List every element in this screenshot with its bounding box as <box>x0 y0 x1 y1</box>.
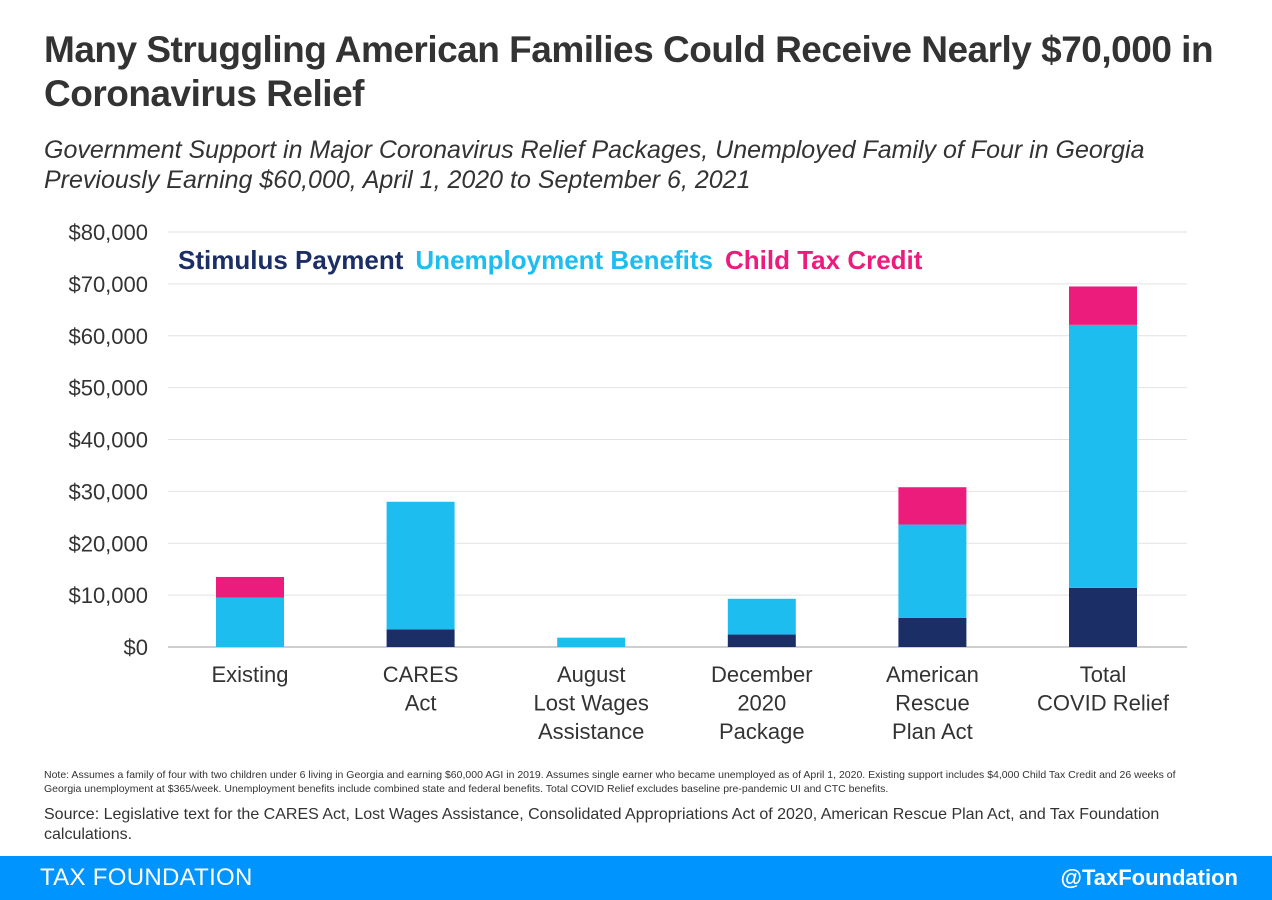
stacked-bar-chart: $0 $10,000 $20,000 $30,000 $40,000 $50,000 $60… <box>68 220 1187 744</box>
bar-segment <box>386 501 455 630</box>
bar-segment <box>1069 324 1137 588</box>
bars <box>216 286 1137 647</box>
x-tick-label: August Lost Wages Assistance <box>534 662 649 744</box>
bar-segment <box>898 487 967 525</box>
y-axis-tick-labels: $0 $10,000 $20,000 $30,000 $40,000 $50,000 $60… <box>68 220 148 660</box>
bar-segment <box>1069 587 1137 647</box>
y-tick-label: $60,000 <box>68 324 148 349</box>
bar-segment <box>1069 286 1137 325</box>
y-tick-label: $40,000 <box>68 428 148 453</box>
legend-item: Stimulus Payment <box>178 245 404 275</box>
bar-segment <box>216 597 284 647</box>
legend-item: Child Tax Credit <box>725 245 923 275</box>
x-axis-tick-labels: Existing CARES Act August Lost Wages Assistan… <box>211 662 1169 744</box>
y-tick-label: $70,000 <box>68 272 148 297</box>
x-tick-label: Existing <box>211 662 288 687</box>
footer-handle[interactable]: @TaxFoundation <box>1060 865 1238 890</box>
gridlines <box>168 231 1187 648</box>
x-tick-label: Total COVID Relief <box>1037 662 1170 716</box>
x-tick-label: December 2020 Package <box>711 662 812 744</box>
y-tick-label: $50,000 <box>68 376 148 401</box>
chart-subtitle: Government Support in Major Coronavirus … <box>44 136 1145 194</box>
bar-segment <box>727 634 796 647</box>
x-tick-label: American Rescue Plan Act <box>886 662 979 744</box>
y-tick-label: $10,000 <box>68 583 148 608</box>
x-tick-label: CARES Act <box>383 662 459 716</box>
y-tick-label: $20,000 <box>68 531 148 556</box>
bar-segment <box>727 598 796 635</box>
bar-segment <box>386 629 455 647</box>
y-tick-label: $80,000 <box>68 220 148 245</box>
footer-brand: TAX FOUNDATION <box>40 864 253 891</box>
bar-segment <box>216 576 284 598</box>
bar-segment <box>557 637 626 647</box>
legend: Stimulus Payment Unemployment Benefits Chi… <box>178 245 923 275</box>
bar-segment <box>898 617 967 647</box>
bar-segment <box>898 524 967 618</box>
legend-item: Unemployment Benefits <box>415 245 713 275</box>
chart-note: Note: Assumes a family of four with two … <box>44 769 1176 795</box>
y-tick-label: $30,000 <box>68 479 148 504</box>
chart-source: Source: Legislative text for the CARES A… <box>44 806 1160 843</box>
chart-title: Many Struggling American Families Could … <box>44 29 1214 114</box>
footer-bar: TAX FOUNDATION @TaxFoundation <box>0 856 1272 900</box>
y-tick-label: $0 <box>124 635 148 660</box>
